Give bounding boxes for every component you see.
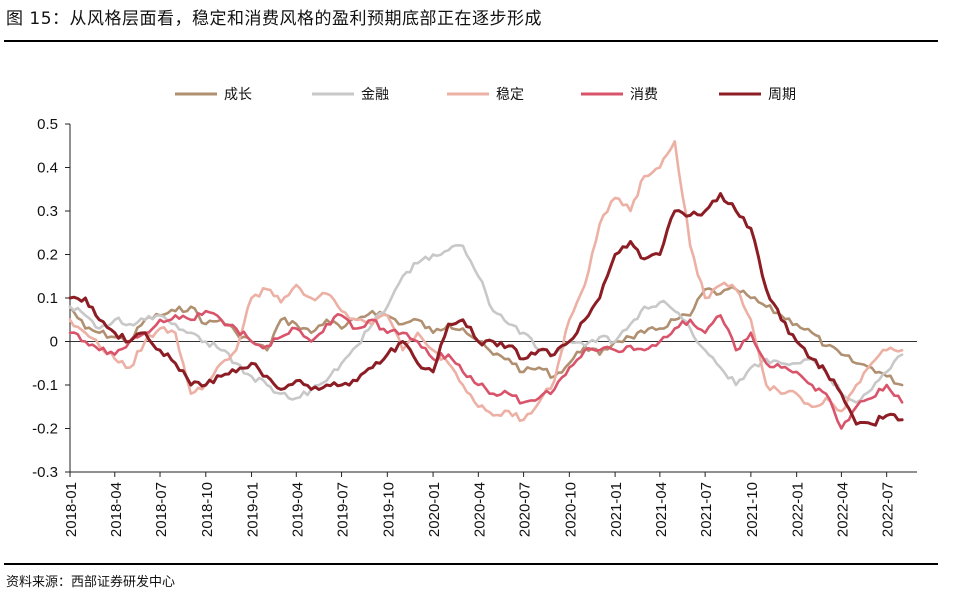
y-axis: 0.5 0.4 0.3 0.2 0.1 0 -0.1 -0.2 -0.3 xyxy=(32,116,71,481)
x-tick-label: 2020-04 xyxy=(471,482,488,537)
x-tick-label: 2018-10 xyxy=(199,482,216,537)
y-tick-label: 0.4 xyxy=(37,160,58,177)
legend-label: 周期 xyxy=(768,87,796,103)
x-tick-label: 2021-10 xyxy=(744,482,761,537)
y-tick-label: 0.3 xyxy=(37,203,58,220)
x-tick-label: 2021-07 xyxy=(698,482,715,537)
y-tick-label: 0.2 xyxy=(37,247,58,264)
series-line-3 xyxy=(68,140,904,423)
x-tick-label: 2019-01 xyxy=(245,482,262,537)
series-line-4 xyxy=(68,309,904,430)
x-tick-label: 2020-07 xyxy=(517,482,534,537)
y-tick-label: 0.5 xyxy=(37,116,58,133)
x-tick-label: 2020-01 xyxy=(426,482,443,537)
x-axis: 2018-01 2018-04 2018-07 2018-10 2019-01 2019-… xyxy=(63,471,917,537)
x-tick-label: 2018-07 xyxy=(153,482,170,537)
source-rule xyxy=(4,563,938,565)
x-tick-label: 2018-04 xyxy=(108,482,125,537)
series-line-2 xyxy=(68,244,904,404)
x-tick-label: 2018-01 xyxy=(63,482,80,537)
line-chart: 成长 金融 稳定 消费 周期 0.50.40.30.20.10-0.1-0.2-0.3 … xyxy=(32,87,917,537)
chart-legend: 成长 金融 稳定 消费 周期 xyxy=(175,87,796,103)
y-tick-label: -0.3 xyxy=(32,464,58,481)
series-line-5 xyxy=(68,192,904,427)
x-tick-label: 2021-04 xyxy=(653,482,670,537)
legend-label: 成长 xyxy=(224,87,252,103)
y-tick-label: -0.2 xyxy=(32,421,58,438)
y-tick-label: -0.1 xyxy=(32,377,58,394)
y-tick-label: 0.1 xyxy=(37,290,58,307)
x-tick-label: 2020-10 xyxy=(562,482,579,537)
series-lines xyxy=(68,140,904,430)
x-tick-label: 2019-10 xyxy=(380,482,397,537)
figure-title: 图 15：从风格层面看，稳定和消费风格的盈利预期底部正在逐步形成 xyxy=(6,9,543,29)
x-tick-label: 2019-07 xyxy=(335,482,352,537)
y-tick-label: 0 xyxy=(50,334,58,351)
legend-label: 金融 xyxy=(361,87,389,103)
title-rule xyxy=(4,40,938,42)
x-tick-label: 2019-04 xyxy=(289,482,306,537)
source-note: 资料来源：西部证券研发中心 xyxy=(6,575,176,590)
legend-label: 消费 xyxy=(630,87,658,103)
legend-label: 稳定 xyxy=(496,87,524,103)
x-tick-label: 2022-07 xyxy=(880,482,897,537)
x-tick-label: 2022-04 xyxy=(834,482,851,537)
series-line-1 xyxy=(68,285,904,387)
x-tick-label: 2021-01 xyxy=(608,482,625,537)
x-tick-label: 2022-01 xyxy=(790,482,807,537)
